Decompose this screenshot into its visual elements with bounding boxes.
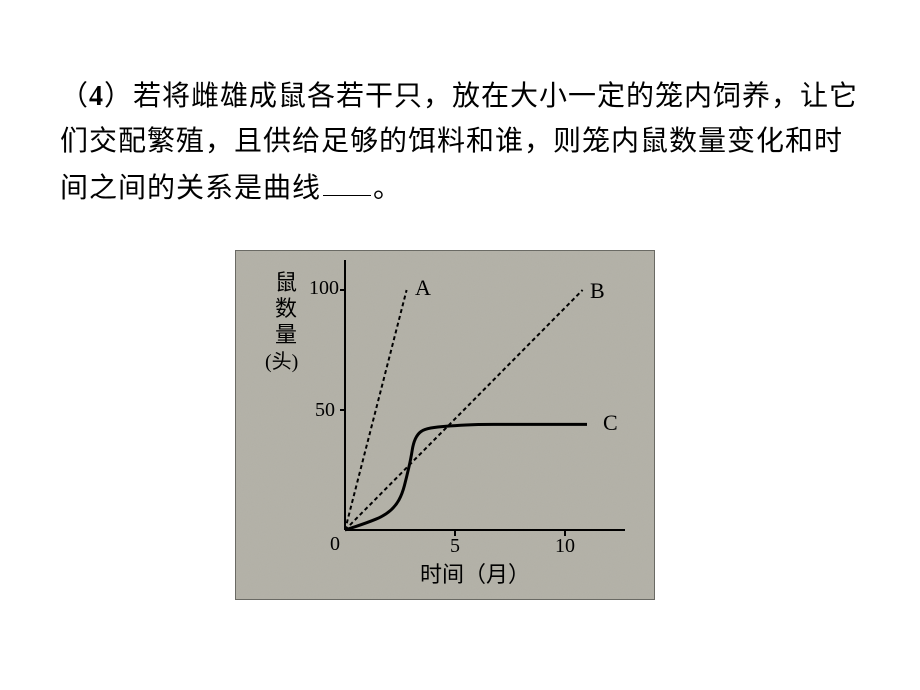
xtick-label-10: 10 [555, 535, 575, 557]
ytick-label-100: 100 [309, 277, 339, 299]
page-root: （4）若将雌雄成鼠各若干只，放在大小一定的笼内饲养，让它们交配繁殖，且供给足够的… [0, 0, 920, 690]
ylabel-1: 鼠 [275, 270, 297, 295]
xlabel: 时间（月） [420, 562, 530, 587]
ylabel-3: 量 [275, 322, 297, 347]
period: 。 [373, 172, 402, 203]
chart-svg: 0 5 10 50 100 鼠 数 量 (头) 时间（月） A B [235, 250, 655, 600]
paren-open: （ [60, 81, 89, 112]
question-text: （4）若将雌雄成鼠各若干只，放在大小一定的笼内饲养，让它们交配繁殖，且供给足够的… [60, 75, 860, 211]
xtick-label-5: 5 [450, 535, 460, 557]
ytick-label-50: 50 [315, 399, 335, 421]
ylabel-2: 数 [275, 296, 297, 321]
question-number: 4 [89, 81, 104, 112]
series-a-label: A [415, 275, 431, 300]
question-body: ）若将雌雄成鼠各若干只，放在大小一定的笼内饲养，让它们交配繁殖，且供给足够的饵料… [60, 81, 858, 203]
series-c-label: C [603, 410, 618, 435]
ylabel-unit: (头) [265, 350, 298, 373]
series-b-label: B [590, 278, 605, 303]
xtick-label-0: 0 [330, 533, 340, 555]
chart-container: 0 5 10 50 100 鼠 数 量 (头) 时间（月） A B [235, 250, 655, 600]
answer-blank [323, 165, 371, 197]
